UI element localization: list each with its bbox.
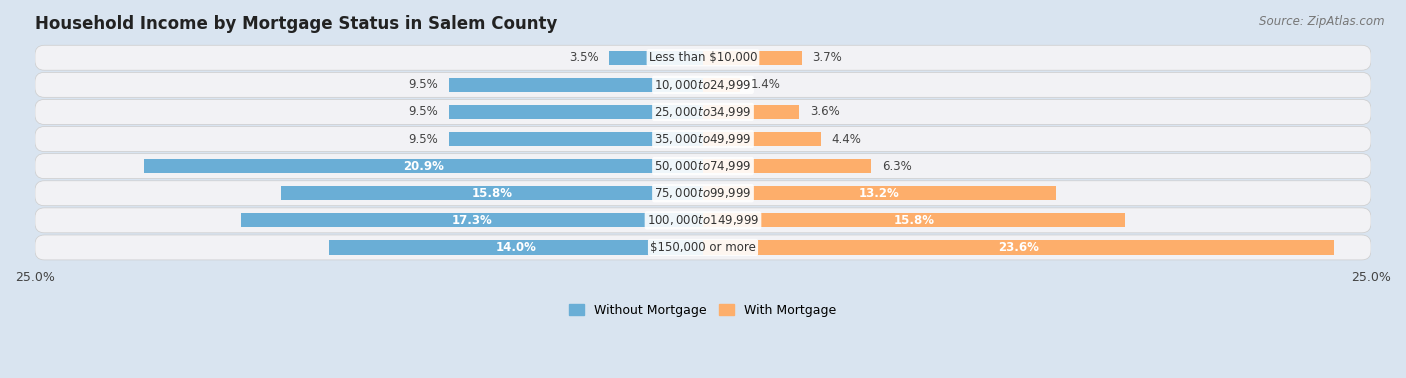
Text: 3.6%: 3.6%: [810, 105, 839, 118]
FancyBboxPatch shape: [35, 235, 1371, 260]
Text: $35,000 to $49,999: $35,000 to $49,999: [654, 132, 752, 146]
Text: 15.8%: 15.8%: [894, 214, 935, 227]
Bar: [240, 213, 703, 228]
Text: 9.5%: 9.5%: [409, 105, 439, 118]
Text: 9.5%: 9.5%: [409, 133, 439, 146]
FancyBboxPatch shape: [35, 154, 1371, 179]
Bar: [281, 186, 703, 200]
Text: $50,000 to $74,999: $50,000 to $74,999: [654, 159, 752, 173]
Bar: [329, 240, 703, 254]
Text: 20.9%: 20.9%: [404, 160, 444, 173]
FancyBboxPatch shape: [35, 127, 1371, 152]
Bar: [703, 159, 872, 173]
Bar: [449, 105, 703, 119]
Text: 4.4%: 4.4%: [831, 133, 860, 146]
Text: 14.0%: 14.0%: [495, 241, 536, 254]
Text: 6.3%: 6.3%: [882, 160, 911, 173]
Bar: [703, 78, 741, 92]
Text: 23.6%: 23.6%: [998, 241, 1039, 254]
Text: 17.3%: 17.3%: [451, 214, 492, 227]
FancyBboxPatch shape: [35, 99, 1371, 124]
FancyBboxPatch shape: [35, 72, 1371, 97]
Text: 3.7%: 3.7%: [813, 51, 842, 64]
Text: $25,000 to $34,999: $25,000 to $34,999: [654, 105, 752, 119]
Bar: [703, 51, 801, 65]
Text: $150,000 or more: $150,000 or more: [650, 241, 756, 254]
Text: Source: ZipAtlas.com: Source: ZipAtlas.com: [1260, 15, 1385, 28]
Bar: [703, 240, 1334, 254]
Bar: [703, 186, 1056, 200]
Bar: [703, 132, 821, 146]
Text: Less than $10,000: Less than $10,000: [648, 51, 758, 64]
Text: $10,000 to $24,999: $10,000 to $24,999: [654, 78, 752, 92]
Text: 9.5%: 9.5%: [409, 78, 439, 91]
Bar: [145, 159, 703, 173]
Text: 3.5%: 3.5%: [569, 51, 599, 64]
Text: $100,000 to $149,999: $100,000 to $149,999: [647, 213, 759, 227]
Text: 15.8%: 15.8%: [471, 187, 512, 200]
Text: 13.2%: 13.2%: [859, 187, 900, 200]
FancyBboxPatch shape: [35, 45, 1371, 70]
FancyBboxPatch shape: [35, 181, 1371, 206]
Text: 1.4%: 1.4%: [751, 78, 780, 91]
Bar: [449, 78, 703, 92]
Bar: [449, 132, 703, 146]
Bar: [703, 105, 799, 119]
FancyBboxPatch shape: [35, 208, 1371, 233]
Bar: [609, 51, 703, 65]
Legend: Without Mortgage, With Mortgage: Without Mortgage, With Mortgage: [564, 299, 842, 322]
Text: Household Income by Mortgage Status in Salem County: Household Income by Mortgage Status in S…: [35, 15, 557, 33]
Bar: [703, 213, 1125, 228]
Text: $75,000 to $99,999: $75,000 to $99,999: [654, 186, 752, 200]
